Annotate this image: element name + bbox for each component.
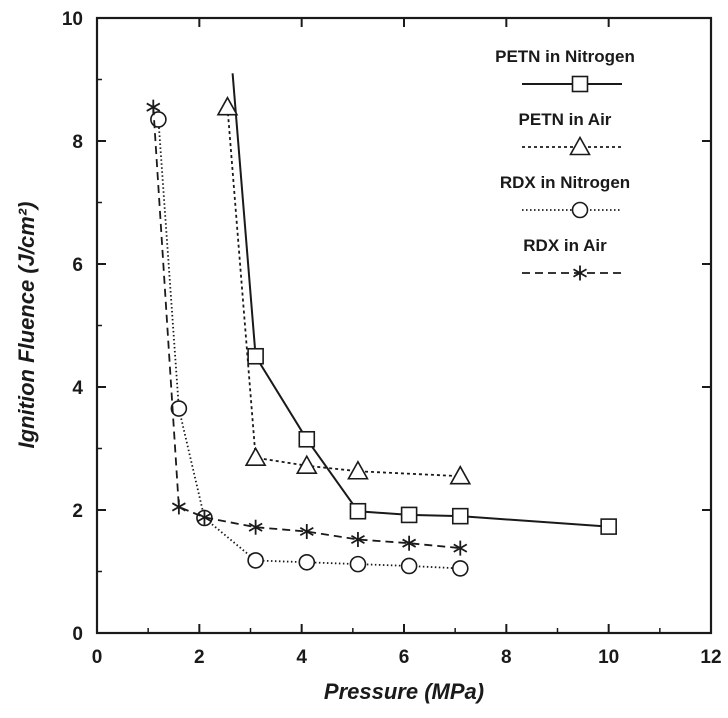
data-point-petn-in-air [295,454,318,475]
series-line-rdx-in-nitrogen [157,119,461,570]
data-point-rdx-in-air [350,532,365,548]
data-point-rdx-in-nitrogen [400,557,418,575]
x-tick-label: 6 [399,647,410,668]
legend-label-rdx-in-nitrogen: RDX in Nitrogen [500,173,630,192]
legend-label-petn-in-air: PETN in Air [519,110,612,129]
data-point-petn-in-air [347,460,369,480]
data-point-rdx-in-nitrogen [451,560,469,577]
series-rdx-in-air [146,99,468,556]
x-tick-label: 2 [194,647,205,668]
x-tick-label: 4 [296,647,307,668]
star-stroke [146,102,161,112]
data-point-petn-in-nitrogen [400,506,418,524]
data-point-rdx-in-air [453,540,468,556]
x-tick-label: 8 [501,647,512,668]
legend-marker-petn-in-air [569,135,591,156]
legend: PETN in Nitrogen PETN in Air RDX in Nitrog… [495,47,635,281]
legend-marker-rdx-in-nitrogen [571,201,589,219]
star-stroke [573,268,587,278]
x-tick-label: 10 [598,647,619,668]
series-line-petn-in-air [226,107,461,478]
y-tick-label: 4 [72,378,83,399]
legend-marker-petn-in-nitrogen [571,75,589,93]
data-point-petn-in-nitrogen [298,430,316,448]
series-line-petn-in-nitrogen [231,73,609,528]
data-point-petn-in-air [244,446,267,467]
star-stroke [248,522,263,532]
legend-label-rdx-in-air: RDX in Air [523,236,607,255]
data-point-petn-in-nitrogen [451,507,469,525]
star-stroke [402,538,417,548]
x-tick-label: 0 [92,647,103,668]
y-tick-label: 2 [72,501,83,522]
star-stroke [299,526,314,537]
star-stroke [350,534,365,545]
series-rdx-in-nitrogen [150,111,469,577]
data-point-rdx-in-nitrogen [170,400,188,417]
data-point-rdx-in-air [299,524,314,540]
data-point-rdx-in-air [402,535,417,551]
axes-layer: 0 2 4 6 8 10 12 0 2 4 6 8 10 [62,9,722,668]
data-point-petn-in-air [449,465,472,485]
series-petn-in-air [216,96,472,485]
data-point-rdx-in-air [146,99,161,115]
y-tick-label: 6 [72,255,83,276]
legend-marker-rdx-in-air [573,265,587,281]
y-tick-label: 10 [62,9,83,30]
data-point-rdx-in-nitrogen [349,555,367,573]
star-stroke [171,502,186,512]
y-tick-label: 8 [72,132,83,153]
legend-label-petn-in-nitrogen: PETN in Nitrogen [495,47,635,66]
star-stroke [453,543,468,553]
y-axis-title: Ignition Fluence (J/cm²) [14,202,39,449]
data-point-rdx-in-nitrogen [298,553,316,571]
data-point-petn-in-nitrogen [349,502,367,520]
series-layer [146,73,617,577]
x-tick-label: 12 [700,647,721,668]
data-point-petn-in-nitrogen [600,518,617,535]
star-stroke [197,512,212,522]
data-point-rdx-in-air [248,519,263,535]
x-axis-title: Pressure (MPa) [324,679,484,704]
data-point-rdx-in-air [171,499,186,515]
data-point-rdx-in-nitrogen [247,552,264,569]
data-point-petn-in-nitrogen [247,347,264,365]
data-point-rdx-in-air [197,509,212,525]
series-petn-in-nitrogen [231,73,617,535]
series-line-rdx-in-air [152,107,461,550]
y-tick-label: 0 [72,624,83,645]
data-point-petn-in-air [216,96,239,116]
